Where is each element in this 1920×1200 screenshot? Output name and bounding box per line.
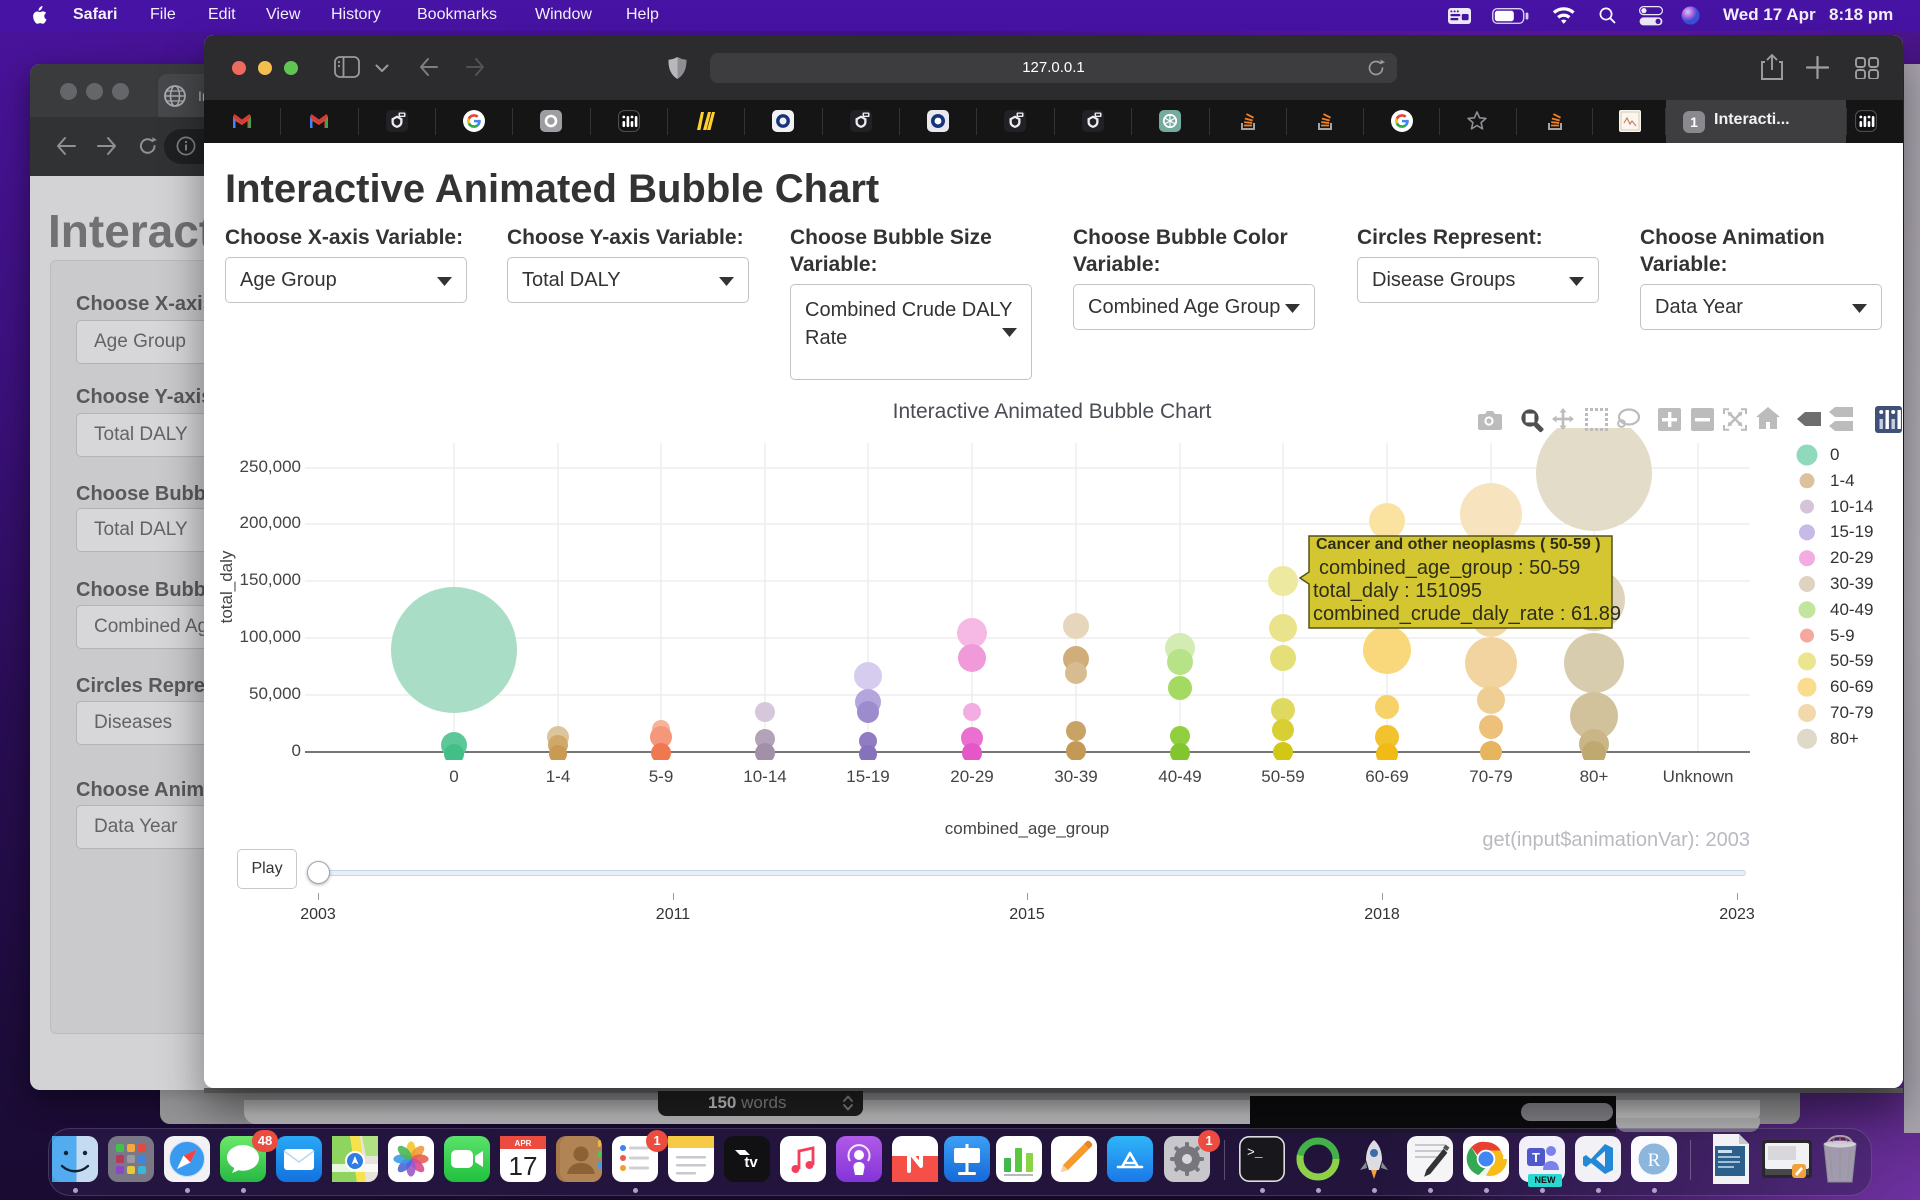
svg-text:>_: >_ bbox=[1247, 1145, 1263, 1160]
svg-text:17: 17 bbox=[509, 1151, 538, 1181]
svg-text:T: T bbox=[1532, 1150, 1540, 1165]
svg-text:APR: APR bbox=[515, 1139, 532, 1148]
svg-text:tv: tv bbox=[744, 1154, 758, 1171]
svg-text:R: R bbox=[1648, 1150, 1661, 1171]
